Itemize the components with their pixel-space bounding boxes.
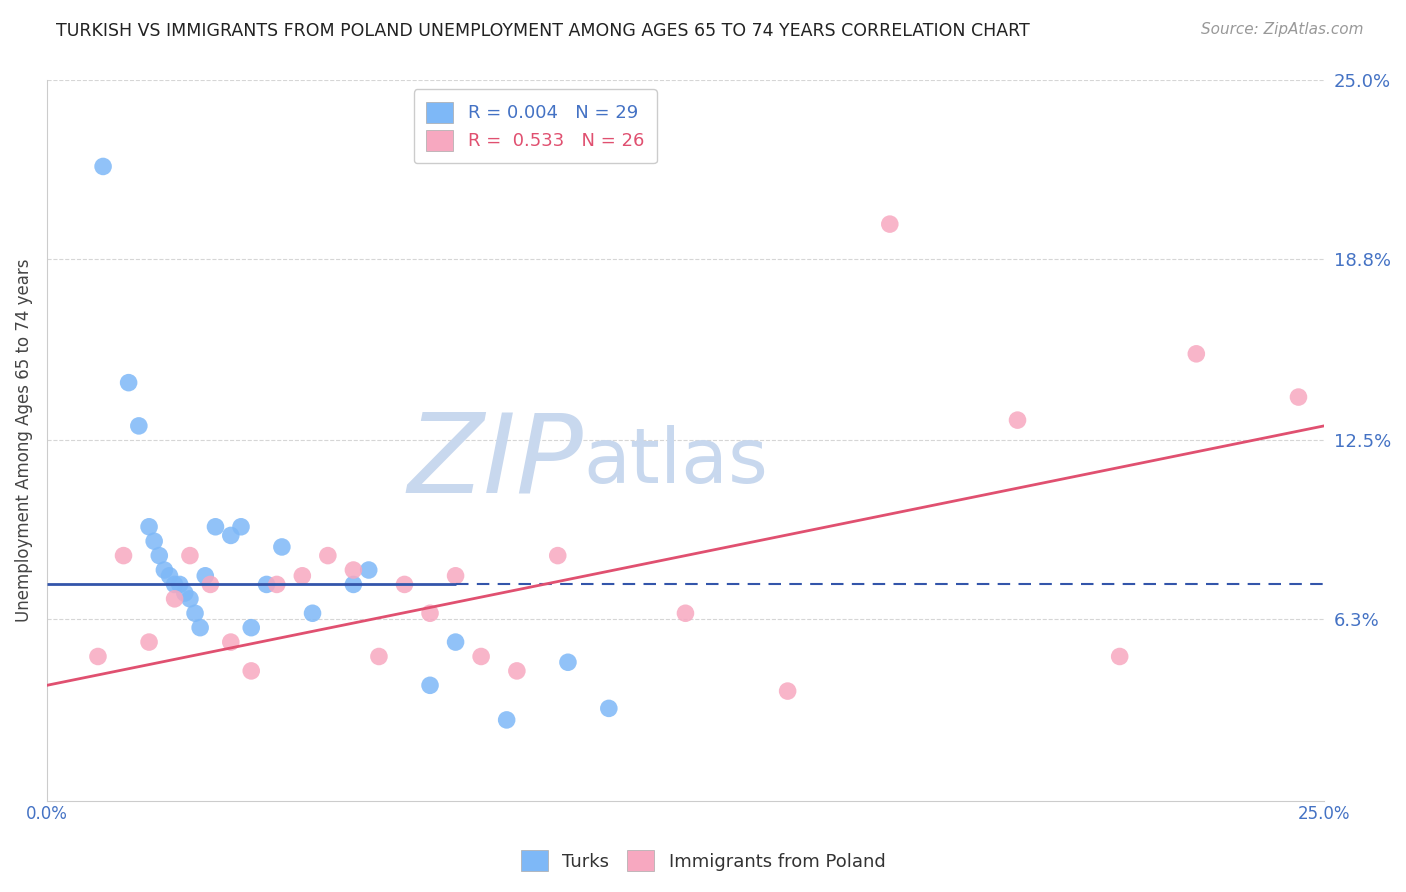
Point [219,528,242,542]
Point [179,549,201,563]
Point [138,635,160,649]
Point [675,607,697,621]
Point [173,586,195,600]
Point [266,577,288,591]
Text: Source: ZipAtlas.com: Source: ZipAtlas.com [1201,22,1364,37]
Point [200,577,222,591]
Point [444,568,467,582]
Point [342,577,364,591]
Point [128,418,150,433]
Point [153,563,176,577]
Point [143,534,166,549]
Point [368,649,391,664]
Point [138,520,160,534]
Point [495,713,517,727]
Point [169,577,191,591]
Point [240,621,263,635]
Point [219,635,242,649]
Point [1185,347,1208,361]
Text: ZIP: ZIP [408,409,583,516]
Point [1007,413,1029,427]
Point [419,607,441,621]
Point [394,577,416,591]
Point [598,701,620,715]
Point [179,591,201,606]
Point [112,549,135,563]
Y-axis label: Unemployment Among Ages 65 to 74 years: Unemployment Among Ages 65 to 74 years [15,259,32,622]
Point [229,520,252,534]
Point [547,549,569,563]
Point [256,577,278,591]
Point [163,577,186,591]
Point [1108,649,1130,664]
Point [470,649,492,664]
Point [184,607,207,621]
Point [1288,390,1310,404]
Point [316,549,339,563]
Point [117,376,139,390]
Point [204,520,226,534]
Legend: R = 0.004   N = 29, R =  0.533   N = 26: R = 0.004 N = 29, R = 0.533 N = 26 [413,89,657,163]
Point [506,664,529,678]
Point [879,217,901,231]
Point [91,160,114,174]
Point [357,563,380,577]
Point [163,591,186,606]
Point [87,649,110,664]
Point [342,563,364,577]
Text: atlas: atlas [583,425,768,499]
Point [776,684,799,698]
Point [301,607,323,621]
Point [419,678,441,692]
Point [557,655,579,669]
Text: TURKISH VS IMMIGRANTS FROM POLAND UNEMPLOYMENT AMONG AGES 65 TO 74 YEARS CORRELA: TURKISH VS IMMIGRANTS FROM POLAND UNEMPL… [56,22,1031,40]
Point [148,549,170,563]
Point [188,621,211,635]
Point [159,568,181,582]
Point [444,635,467,649]
Point [194,568,217,582]
Legend: Turks, Immigrants from Poland: Turks, Immigrants from Poland [513,843,893,879]
Point [291,568,314,582]
Point [240,664,263,678]
Point [270,540,292,554]
